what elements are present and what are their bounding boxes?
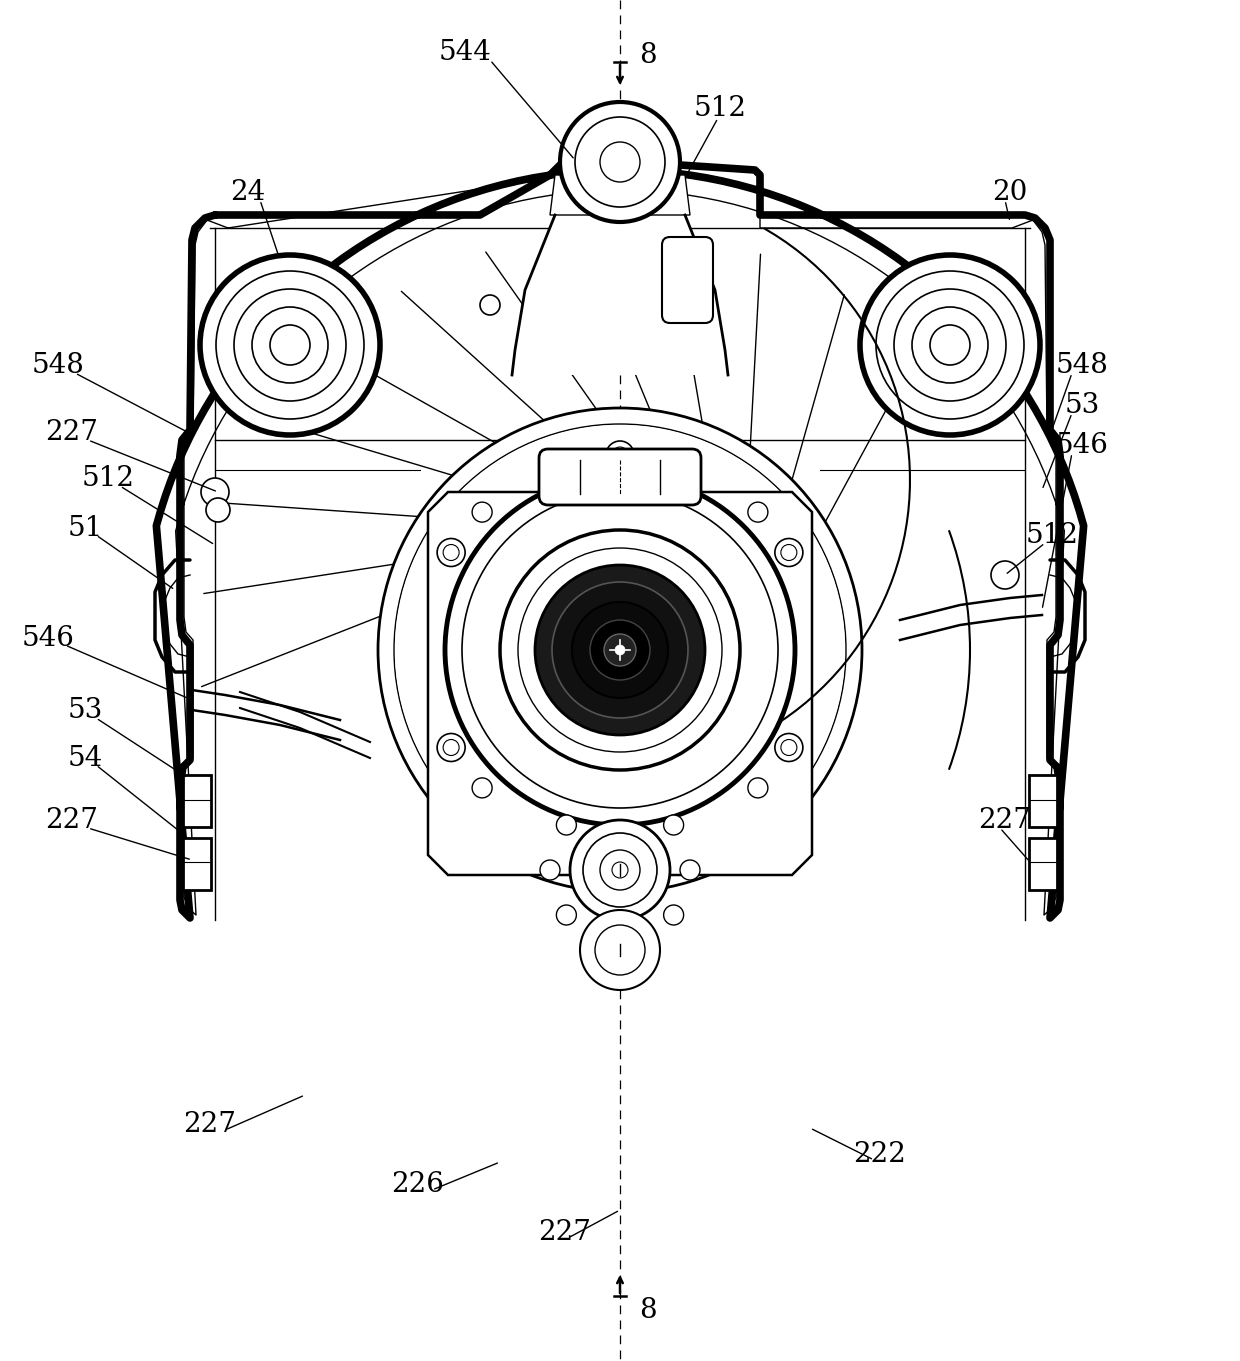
Text: 546: 546	[21, 625, 74, 652]
Polygon shape	[551, 176, 689, 215]
Circle shape	[396, 425, 844, 875]
Text: 544: 544	[439, 38, 491, 65]
FancyBboxPatch shape	[539, 449, 701, 505]
Text: 24: 24	[231, 178, 265, 206]
Circle shape	[472, 778, 492, 798]
Text: 227: 227	[538, 1218, 591, 1245]
Circle shape	[604, 634, 636, 666]
Bar	[184, 774, 211, 827]
Circle shape	[216, 271, 365, 419]
Circle shape	[472, 502, 492, 523]
Text: 546: 546	[1055, 431, 1109, 459]
Text: 54: 54	[67, 744, 103, 772]
Circle shape	[539, 860, 560, 881]
Circle shape	[615, 645, 625, 655]
Bar	[1029, 838, 1056, 890]
Circle shape	[861, 255, 1040, 436]
Text: 227: 227	[978, 807, 1032, 833]
Polygon shape	[512, 215, 728, 376]
Circle shape	[438, 539, 465, 566]
Circle shape	[775, 734, 802, 762]
Circle shape	[552, 583, 688, 719]
Circle shape	[463, 491, 777, 808]
Text: 512: 512	[1025, 521, 1079, 548]
Circle shape	[572, 602, 668, 698]
Circle shape	[748, 502, 768, 523]
Text: 53: 53	[1064, 392, 1100, 418]
Circle shape	[930, 325, 970, 365]
Circle shape	[663, 815, 683, 836]
Circle shape	[590, 621, 650, 680]
Text: 227: 227	[184, 1112, 237, 1139]
Circle shape	[560, 102, 680, 222]
Circle shape	[875, 271, 1024, 419]
Circle shape	[680, 860, 701, 881]
Circle shape	[606, 441, 634, 470]
Text: 512: 512	[693, 94, 746, 121]
Text: 222: 222	[853, 1142, 906, 1169]
FancyBboxPatch shape	[662, 237, 713, 323]
Text: 512: 512	[82, 464, 134, 491]
Text: 226: 226	[392, 1172, 444, 1199]
Circle shape	[252, 308, 329, 382]
Circle shape	[201, 478, 229, 506]
Bar	[1029, 774, 1056, 827]
Circle shape	[438, 734, 465, 762]
Circle shape	[445, 475, 795, 825]
Polygon shape	[428, 491, 812, 875]
Circle shape	[206, 498, 229, 523]
Circle shape	[270, 325, 310, 365]
Circle shape	[894, 289, 1006, 401]
Circle shape	[580, 911, 660, 989]
Circle shape	[480, 295, 500, 314]
Circle shape	[234, 289, 346, 401]
Text: 20: 20	[992, 178, 1028, 206]
Circle shape	[775, 539, 802, 566]
Text: 548: 548	[1055, 351, 1109, 378]
Text: 548: 548	[31, 351, 84, 378]
Text: 227: 227	[46, 418, 98, 445]
Circle shape	[534, 565, 706, 735]
Circle shape	[500, 529, 740, 770]
Circle shape	[570, 819, 670, 920]
Text: 8: 8	[639, 1297, 657, 1323]
Circle shape	[378, 408, 862, 891]
Text: 227: 227	[46, 807, 98, 833]
Circle shape	[911, 308, 988, 382]
Circle shape	[663, 905, 683, 925]
Circle shape	[200, 255, 379, 436]
Circle shape	[606, 832, 634, 859]
Circle shape	[991, 561, 1019, 589]
Circle shape	[557, 905, 577, 925]
Circle shape	[748, 778, 768, 798]
Text: 51: 51	[67, 514, 103, 542]
Text: 8: 8	[639, 41, 657, 68]
Circle shape	[518, 548, 722, 753]
Bar	[184, 838, 211, 890]
Text: 53: 53	[67, 697, 103, 724]
Circle shape	[557, 815, 577, 836]
Polygon shape	[156, 108, 1084, 919]
